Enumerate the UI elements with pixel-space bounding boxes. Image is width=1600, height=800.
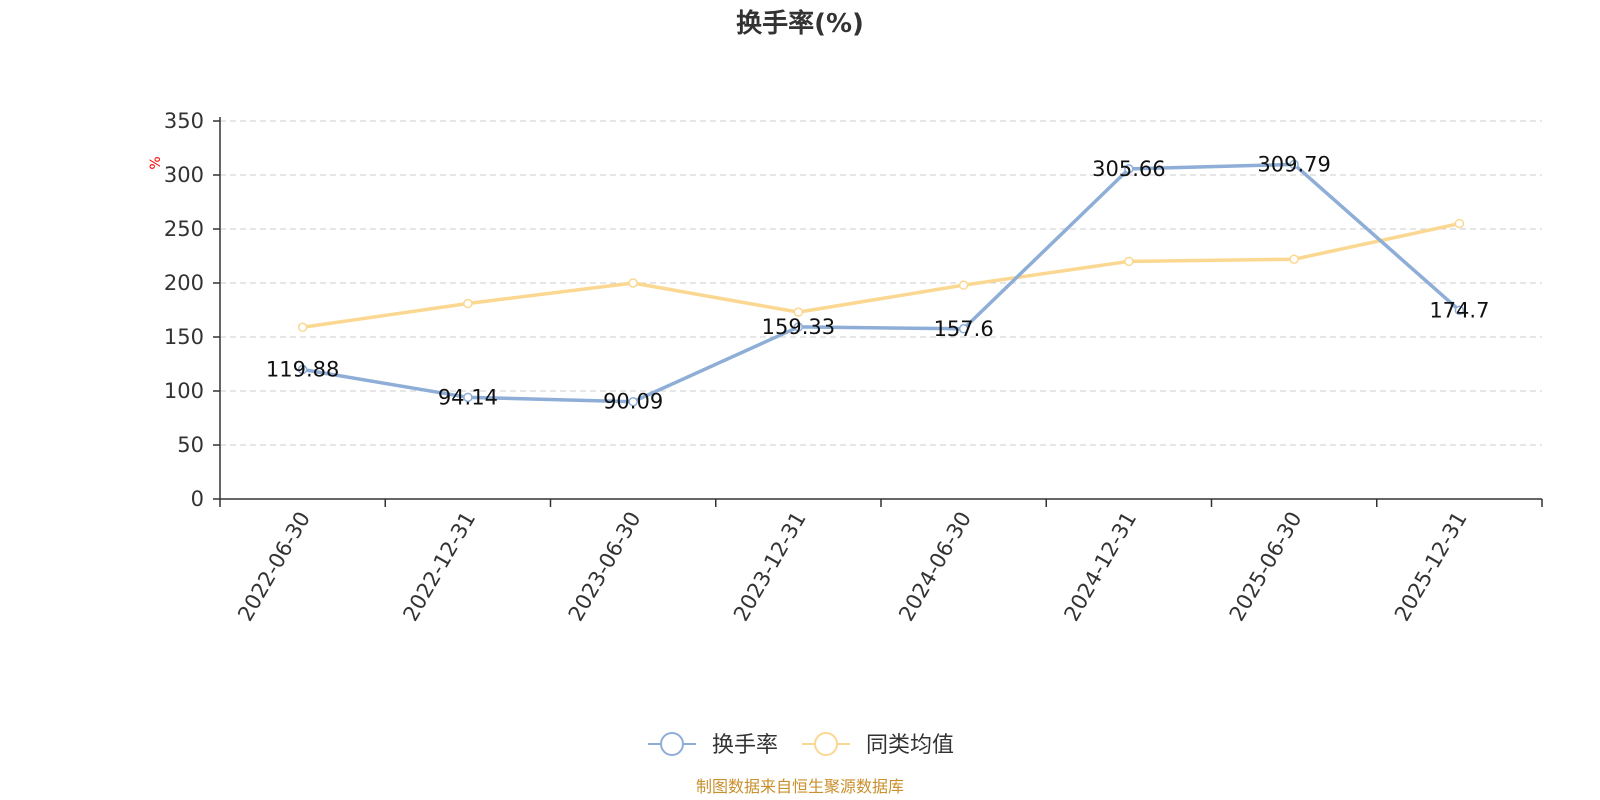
x-tick-label: 2025-06-30 — [1225, 508, 1307, 626]
legend-marker — [660, 732, 684, 756]
series-layer — [297, 159, 1465, 407]
series-0-point — [628, 396, 638, 407]
data-label: 305.66 — [1092, 157, 1165, 181]
data-label: 309.79 — [1257, 152, 1330, 176]
legend-label: 同类均值 — [866, 733, 954, 758]
y-tick-label: 350 — [164, 109, 204, 133]
series-1-point — [1124, 256, 1134, 267]
legend-label: 换手率 — [712, 733, 778, 758]
series-1-point — [297, 322, 308, 333]
data-label: 157.6 — [934, 317, 994, 341]
series-0-point — [1454, 305, 1465, 316]
series-0-point — [297, 364, 308, 375]
data-label: 159.33 — [762, 315, 835, 339]
series-0-point — [463, 392, 473, 403]
axes: 0 50 100 150 200 250 300 350 2022-06-30 2022-12-3… — [164, 109, 1543, 626]
x-tick-label: 2025-12-31 — [1390, 508, 1472, 626]
data-labels: 119.88 94.14 90.09 159.33 157.6 305.66 309.79 1… — [266, 152, 1490, 413]
y-tick-label: 200 — [164, 271, 204, 295]
series-line-1 — [302, 221, 1460, 330]
y-tick-label: 100 — [164, 379, 204, 403]
series-1-point — [463, 298, 473, 309]
x-tick-label: 2024-12-31 — [1059, 508, 1141, 626]
source-note: 制图数据来自恒生聚源数据库 — [696, 777, 904, 796]
y-tick-label: 150 — [164, 325, 204, 349]
x-tick-label: 2023-06-30 — [564, 508, 646, 626]
series-0-point — [958, 324, 969, 334]
chart-title: 换手率(%) — [736, 8, 864, 39]
data-label: 174.7 — [1429, 298, 1489, 322]
series-0-point — [793, 322, 804, 332]
series-0-point — [1289, 159, 1299, 170]
series-0-point — [1124, 164, 1134, 174]
legend-item-0[interactable]: 换手率 — [648, 732, 778, 758]
data-label: 90.09 — [603, 390, 663, 414]
legend-marker — [814, 732, 838, 756]
series-1-point — [628, 278, 638, 288]
series-1-point — [958, 280, 969, 290]
series-1-point — [793, 307, 804, 317]
legend-item-1[interactable]: 同类均值 — [802, 732, 954, 758]
data-label: 94.14 — [438, 385, 498, 409]
x-tick-label: 2024-06-30 — [894, 508, 976, 626]
series-1-point — [1454, 218, 1465, 229]
y-tick-label: 300 — [164, 163, 204, 187]
x-tick-label: 2023-12-31 — [729, 508, 811, 626]
legend[interactable]: 换手率 同类均值 — [648, 732, 954, 758]
y-tick-label: 50 — [177, 433, 204, 457]
grid-lines — [220, 120, 1542, 446]
x-tick-label: 2022-06-30 — [233, 508, 315, 626]
y-tick-label: 250 — [164, 217, 204, 241]
x-tick-label: 2022-12-31 — [398, 508, 480, 626]
y-axis-unit-label: % — [148, 156, 164, 169]
data-label: 119.88 — [266, 358, 339, 382]
series-line-0 — [302, 162, 1461, 404]
series-1-point — [1289, 254, 1299, 264]
y-tick-label: 0 — [191, 487, 204, 511]
